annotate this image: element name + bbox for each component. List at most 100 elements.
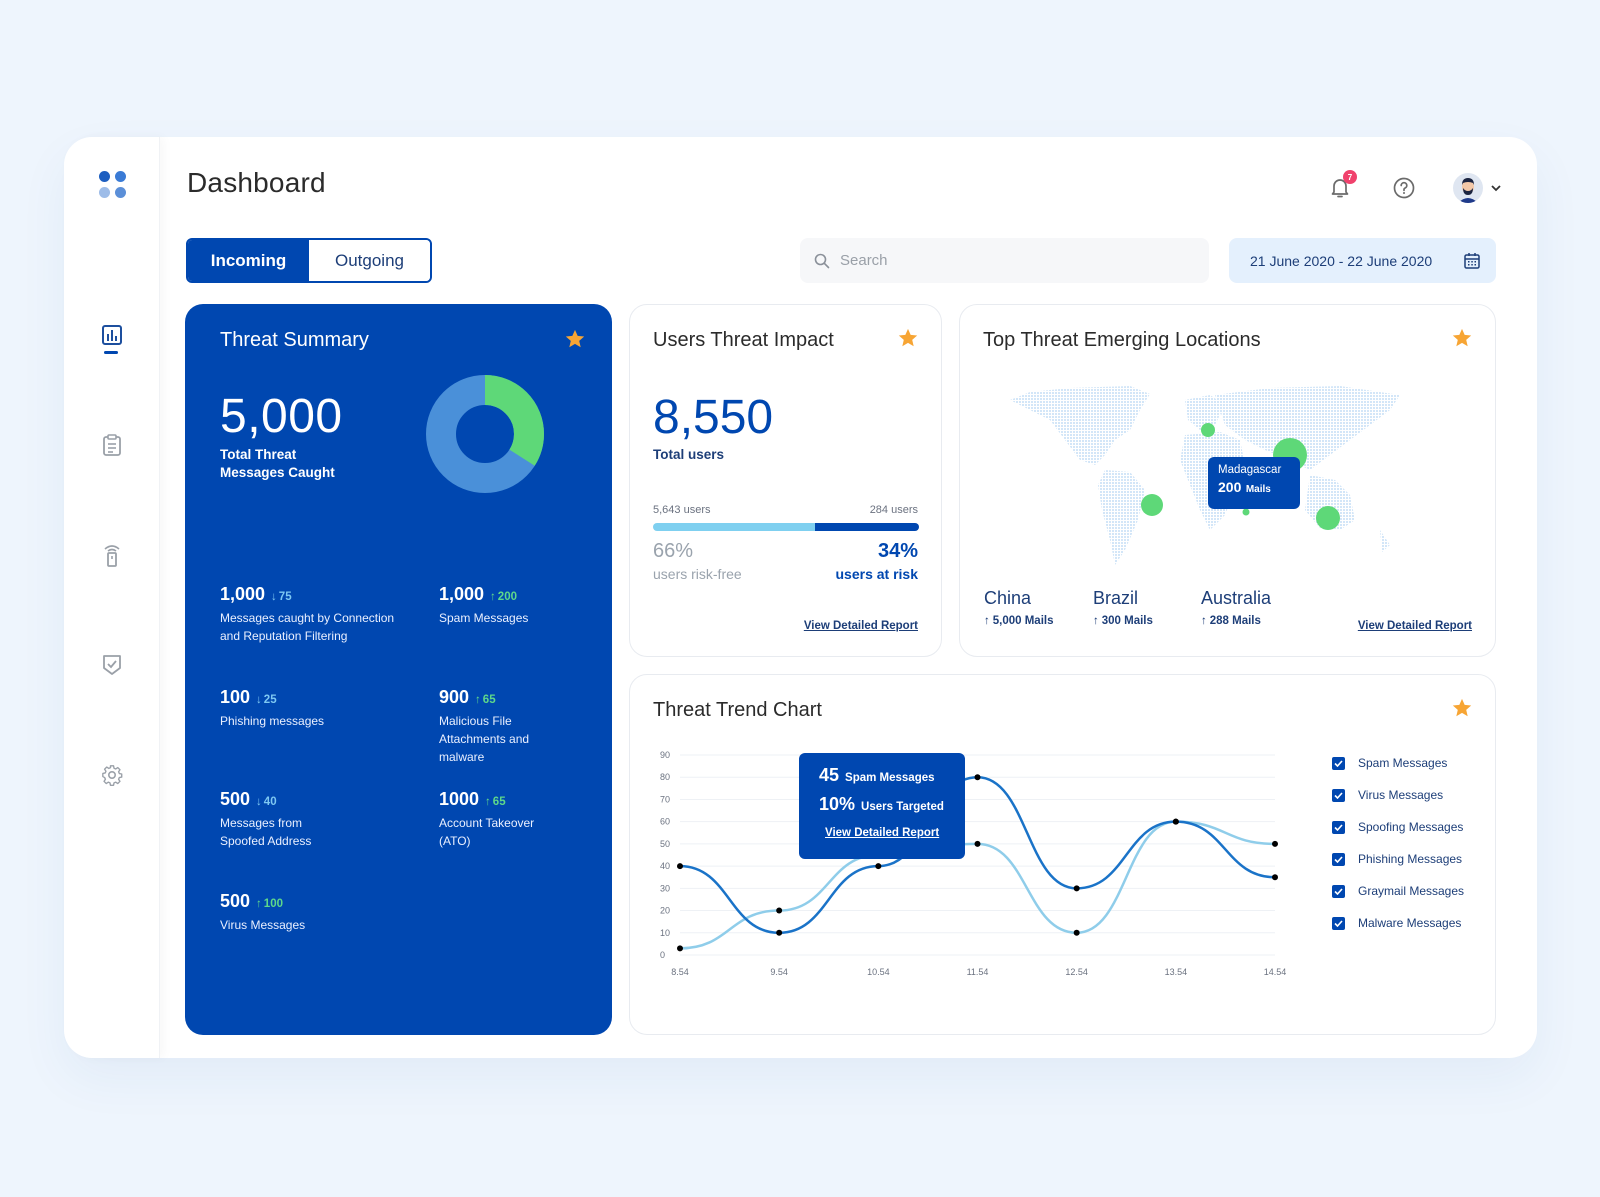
card-title: Threat Trend Chart xyxy=(653,699,822,721)
star-icon[interactable] xyxy=(1451,327,1473,349)
total-threats-label: Total Threat Messages Caught xyxy=(220,447,335,480)
checkbox-checked-icon xyxy=(1332,820,1345,834)
svg-text:9.54: 9.54 xyxy=(770,967,788,977)
notifications-button[interactable]: 7 xyxy=(1325,170,1357,203)
stat-account-takeover: 1000 ↑ 65 Account Takeover (ATO) xyxy=(439,789,535,848)
chart-tooltip: 45 Spam Messages 10% Users Targeted View D… xyxy=(799,753,965,859)
active-indicator xyxy=(104,351,118,354)
svg-text:14.54: 14.54 xyxy=(1264,967,1287,977)
stat-malicious-files: 900 ↑ 65 Malicious File Attachments and ma… xyxy=(439,687,530,764)
threat-summary-card: Threat Summary 5,000 Total Threat Messag… xyxy=(185,304,612,1035)
shield-check-icon xyxy=(103,655,121,675)
stat-virus: 500 ↑ 100 Virus Messages xyxy=(220,891,306,932)
arrow-up-icon: ↑ xyxy=(256,898,262,910)
checkbox-checked-icon xyxy=(1332,756,1345,770)
direction-toggle: Incoming Outgoing xyxy=(186,238,432,283)
arrow-up-icon: ↑ xyxy=(984,615,990,627)
at-risk-percent: 34% xyxy=(877,540,918,562)
checkbox-checked-icon xyxy=(1332,916,1345,930)
map-tooltip: Madagascar 200 Mails xyxy=(1208,457,1300,509)
help-icon xyxy=(1393,177,1415,199)
risk-free-users-count: 5,643 users xyxy=(653,504,711,516)
arrow-down-icon: ↓ xyxy=(256,796,262,808)
tab-incoming[interactable]: Incoming xyxy=(188,240,309,281)
date-range-picker[interactable]: 21 June 2020 - 22 June 2020 xyxy=(1229,238,1496,283)
svg-text:80: 80 xyxy=(660,772,670,782)
arrow-down-icon: ↓ xyxy=(271,591,277,603)
legend-phishing[interactable]: Phishing Messages xyxy=(1332,837,1464,881)
chevron-down-icon xyxy=(1491,185,1501,192)
view-detailed-report-link[interactable]: View Detailed Report xyxy=(1357,620,1472,632)
star-icon[interactable] xyxy=(897,327,919,349)
search-icon xyxy=(814,253,830,268)
users-threat-impact-card: Users Threat Impact 8,550 Total users 5,… xyxy=(629,304,942,657)
notification-badge: 7 xyxy=(1343,170,1357,184)
calendar-icon xyxy=(1464,253,1480,269)
legend-spoofing[interactable]: Spoofing Messages xyxy=(1332,805,1464,849)
sidebar-item-settings[interactable] xyxy=(98,761,126,789)
at-risk-users-count: 284 users xyxy=(869,504,918,516)
svg-text:30: 30 xyxy=(660,883,670,893)
user-menu-button[interactable] xyxy=(1453,173,1501,203)
sidebar-item-analytics[interactable] xyxy=(98,321,126,349)
view-detailed-report-link[interactable]: View Detailed Report xyxy=(803,620,918,632)
arrow-up-icon: ↑ xyxy=(475,694,481,706)
svg-text:11.54: 11.54 xyxy=(967,967,989,977)
svg-text:0: 0 xyxy=(660,950,665,960)
remote-signal-icon xyxy=(104,545,120,567)
total-users-value: 8,550 xyxy=(653,391,774,444)
legend-virus[interactable]: Virus Messages xyxy=(1332,773,1464,817)
date-range-text: 21 June 2020 - 22 June 2020 xyxy=(1250,252,1433,269)
sidebar-item-reports[interactable] xyxy=(98,431,126,459)
risk-free-label: users risk-free xyxy=(653,566,742,582)
sidebar-item-devices[interactable] xyxy=(98,541,126,569)
legend-malware[interactable]: Malware Messages xyxy=(1332,901,1464,945)
arrow-up-icon: ↑ xyxy=(490,591,496,603)
legend-graymail[interactable]: Graymail Messages xyxy=(1332,869,1464,913)
tab-outgoing[interactable]: Outgoing xyxy=(309,240,430,281)
arrow-up-icon: ↑ xyxy=(1093,615,1099,627)
svg-text:90: 90 xyxy=(660,750,670,760)
total-threats-value: 5,000 xyxy=(220,390,343,443)
stat-connection-filtering: 1,000 ↓ 75 Messages caught by Connection a… xyxy=(220,584,395,643)
stat-spam: 1,000 ↑ 200 Spam Messages xyxy=(439,584,529,625)
location-china: China ↑ 5,000 Mails xyxy=(984,588,1054,627)
svg-text:10: 10 xyxy=(660,928,670,938)
legend-spam[interactable]: Spam Messages xyxy=(1332,741,1464,785)
svg-text:13.54: 13.54 xyxy=(1165,967,1188,977)
sidebar xyxy=(64,137,160,1058)
page-title: Dashboard xyxy=(187,167,326,198)
chart-legend: Spam Messages Virus Messages Spoofing Me… xyxy=(1332,753,1464,945)
arrow-down-icon: ↓ xyxy=(256,694,262,706)
location-australia: Australia ↑ 288 Mails xyxy=(1201,588,1272,627)
svg-text:40: 40 xyxy=(660,861,670,871)
stat-phishing: 100 ↓ 25 Phishing messages xyxy=(220,687,325,728)
threat-trend-chart-card: Threat Trend Chart 0 10 20 30 40 50 60 70 80 90 8.… xyxy=(629,674,1496,1035)
svg-text:50: 50 xyxy=(660,839,670,849)
at-risk-label: users at risk xyxy=(835,566,919,582)
top-toolbar: 7 xyxy=(1325,170,1501,203)
avatar xyxy=(1453,173,1483,203)
svg-text:70: 70 xyxy=(660,794,670,804)
help-button[interactable] xyxy=(1389,173,1419,203)
bar-chart-icon xyxy=(102,325,122,345)
search-input[interactable] xyxy=(840,252,1180,269)
sidebar-item-security[interactable] xyxy=(98,651,126,679)
top-threat-locations-card: Top Threat Emerging Locations Madagasca xyxy=(959,304,1496,657)
card-title: Users Threat Impact xyxy=(653,329,834,351)
gear-icon xyxy=(102,765,123,786)
star-icon[interactable] xyxy=(564,328,586,350)
clipboard-icon xyxy=(103,434,121,456)
card-title: Top Threat Emerging Locations xyxy=(983,329,1261,351)
svg-text:8.54: 8.54 xyxy=(671,967,689,977)
app-window: Dashboard 7 Incoming Outgoing 21 June 20… xyxy=(64,137,1537,1058)
risk-progress-bar xyxy=(653,523,919,531)
bell-icon xyxy=(1331,179,1349,198)
checkbox-checked-icon xyxy=(1332,852,1345,866)
logo-icon[interactable] xyxy=(99,171,127,199)
view-detailed-report-link[interactable]: View Detailed Report xyxy=(825,827,940,839)
arrow-up-icon: ↑ xyxy=(485,796,491,808)
star-icon[interactable] xyxy=(1451,697,1473,719)
checkbox-checked-icon xyxy=(1332,884,1345,898)
trend-line-chart: 0 10 20 30 40 50 60 70 80 90 8.54 9.54 10.54 11.54 12.… xyxy=(660,750,1287,977)
